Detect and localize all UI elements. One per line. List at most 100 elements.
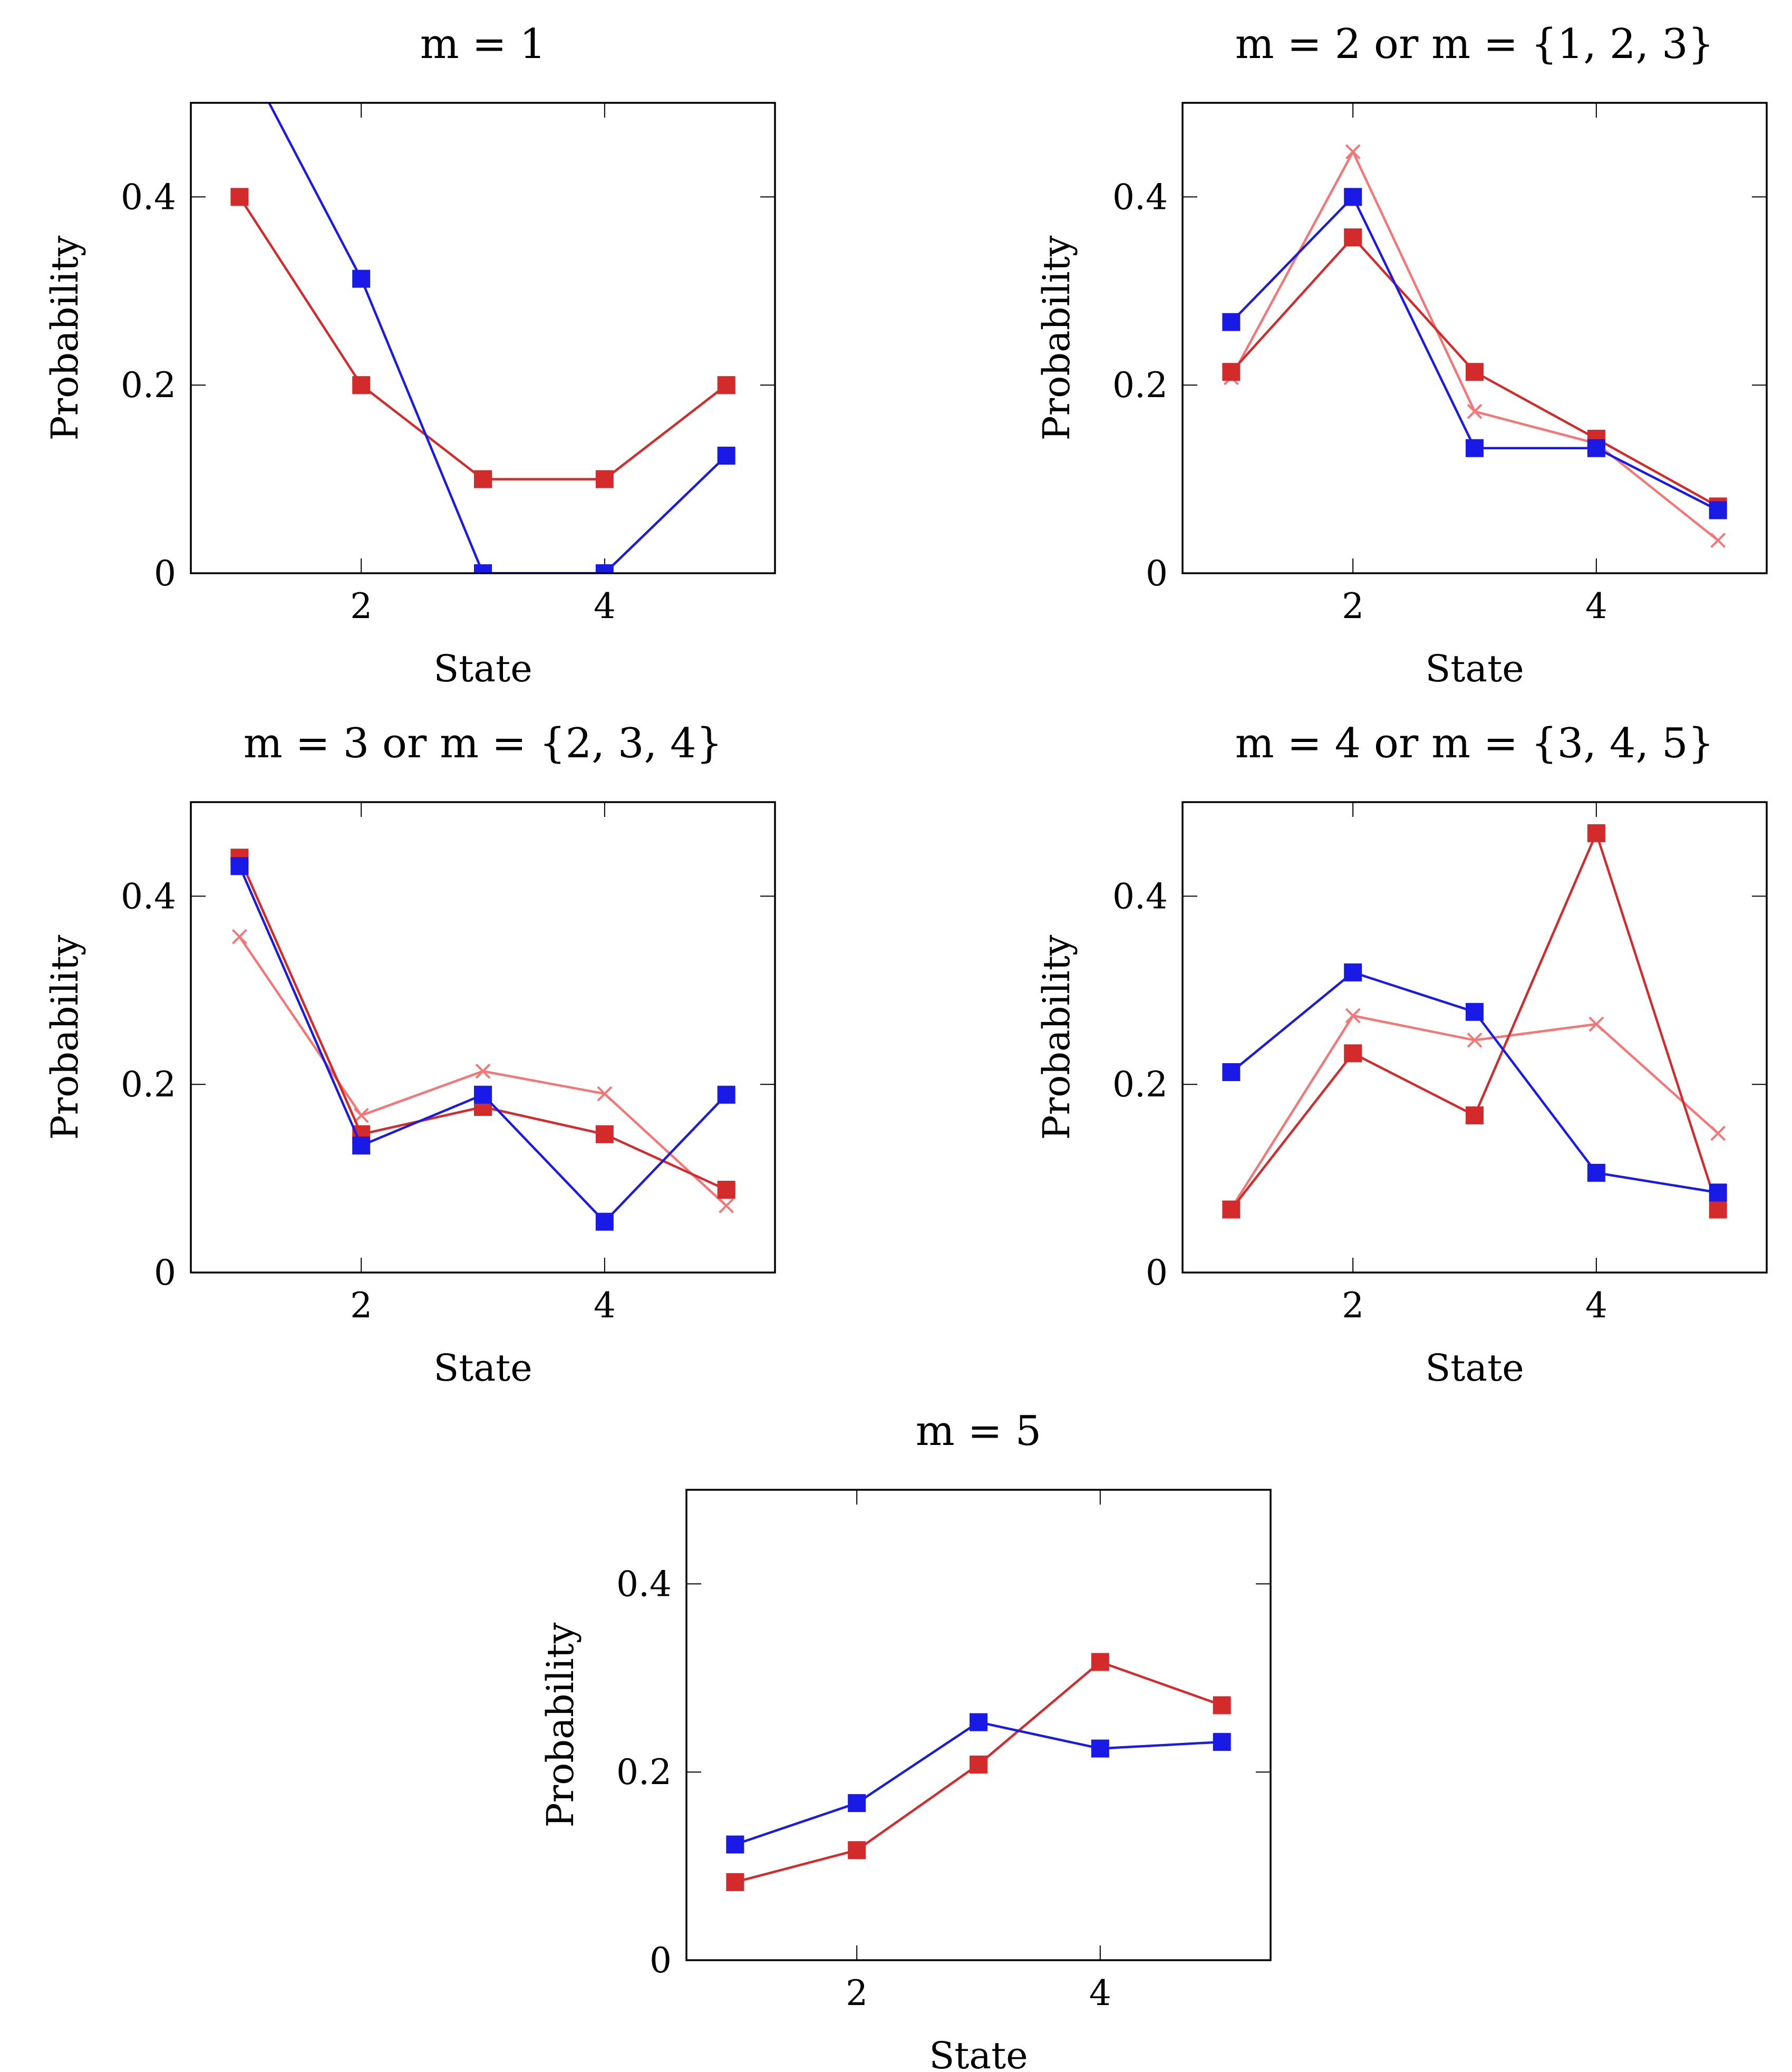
- chart-title: m = 5: [916, 1408, 1042, 1455]
- plot-frame: [685, 1489, 1272, 1961]
- data-point-blue: [1344, 188, 1362, 206]
- data-point-blue: [717, 1085, 735, 1104]
- data-point-blue: [1222, 313, 1241, 331]
- x-tick-label: 2: [350, 1285, 372, 1326]
- plot-area: [230, 849, 735, 1231]
- data-point-red: [1091, 1653, 1109, 1671]
- x-tick-label: 4: [1585, 1285, 1607, 1326]
- series-line-pink: [1230, 150, 1719, 542]
- chart-panel-1: m = 1 State Probability 2 4 0 0.2 0.4: [43, 21, 776, 690]
- x-tick-label: 4: [594, 1285, 616, 1326]
- series-pink: [231, 929, 734, 1213]
- data-point-blue: [1213, 1733, 1231, 1751]
- plot-area: [1222, 144, 1727, 548]
- y-tick-label: 0.2: [1112, 1064, 1168, 1105]
- plot-frame: [1181, 801, 1768, 1274]
- data-point-red: [717, 376, 735, 394]
- data-point-pink: [475, 1063, 491, 1079]
- plot-frame: [190, 801, 776, 1274]
- data-point-blue: [352, 1136, 371, 1155]
- series-line-red: [1230, 832, 1719, 1210]
- data-point-blue: [1587, 1163, 1605, 1182]
- x-tick-label: 4: [1585, 586, 1607, 627]
- x-tick-label: 4: [1089, 1973, 1111, 2013]
- y-axis-label: Probability: [539, 1622, 582, 1827]
- y-axis-label: Probability: [43, 934, 86, 1140]
- x-tick-label: 2: [1342, 586, 1364, 627]
- chart-panel-2: m = 2 or m = {1, 2, 3} State Probability 2 4…: [1035, 21, 1768, 690]
- series-red: [230, 849, 735, 1199]
- data-point-blue: [230, 857, 249, 875]
- x-tick-label: 2: [350, 586, 372, 627]
- series-red: [726, 1653, 1231, 1891]
- data-point-pink: [1345, 1008, 1361, 1024]
- data-point-red: [1222, 363, 1241, 381]
- data-point-blue: [595, 1212, 614, 1231]
- data-point-red: [1587, 824, 1605, 842]
- chart-panel-5: m = 5 State Probability 2 4 0 0.2 0.4: [539, 1408, 1272, 2072]
- plot-frame: [190, 102, 776, 574]
- data-point-blue: [352, 269, 371, 288]
- data-point-pink: [1467, 1032, 1483, 1048]
- series-red: [1222, 228, 1727, 516]
- data-point-red: [352, 376, 371, 394]
- data-point-pink: [1710, 1125, 1726, 1141]
- series-line-blue: [734, 1721, 1222, 1846]
- data-point-red: [1222, 1200, 1241, 1219]
- series-blue: [267, 103, 735, 573]
- data-point-pink: [353, 1107, 369, 1123]
- data-point-pink: [1345, 144, 1361, 160]
- y-tick-label: 0.4: [616, 1564, 672, 1604]
- data-point-pink: [1710, 533, 1726, 548]
- chart-panel-3: m = 3 or m = {2, 3, 4} State Probability 2 4…: [43, 720, 776, 1390]
- x-tick-label: 2: [846, 1973, 868, 2013]
- series-line-blue: [267, 103, 728, 573]
- series-red: [230, 188, 735, 488]
- data-point-red: [1344, 1044, 1362, 1063]
- plot-area: [1222, 824, 1727, 1219]
- y-tick-label: 0: [154, 1252, 176, 1293]
- x-tick-label: 4: [594, 586, 616, 627]
- data-point-blue: [474, 1085, 492, 1104]
- data-point-blue: [1587, 439, 1605, 457]
- series-red: [1222, 824, 1727, 1219]
- data-point-pink: [597, 1086, 613, 1102]
- data-point-red: [595, 470, 614, 488]
- series-pink: [1223, 144, 1726, 548]
- data-point-blue: [1709, 1183, 1727, 1202]
- data-point-red: [230, 188, 249, 206]
- data-point-blue: [595, 564, 614, 573]
- chart-title: m = 3 or m = {2, 3, 4}: [244, 720, 723, 767]
- data-point-red: [848, 1841, 866, 1859]
- y-tick-label: 0.2: [121, 365, 176, 406]
- x-axis-label: State: [433, 1346, 532, 1390]
- plot-area: [726, 1653, 1231, 1891]
- data-point-red: [717, 1181, 735, 1199]
- data-point-pink: [231, 929, 247, 945]
- data-point-blue: [717, 447, 735, 465]
- data-point-blue: [848, 1794, 866, 1813]
- y-tick-label: 0.4: [121, 876, 176, 917]
- series-blue: [230, 857, 735, 1231]
- data-point-blue: [1091, 1739, 1109, 1758]
- y-axis-label: Probability: [1035, 934, 1078, 1140]
- y-axis-label: Probability: [1035, 235, 1078, 440]
- y-tick-label: 0.2: [121, 1064, 176, 1105]
- y-tick-label: 0.2: [1112, 365, 1168, 406]
- chart-title: m = 4 or m = {3, 4, 5}: [1235, 720, 1714, 767]
- data-point-red: [726, 1873, 744, 1891]
- data-point-blue: [474, 564, 492, 573]
- x-tick-label: 2: [1342, 1285, 1364, 1326]
- data-point-pink: [1467, 403, 1483, 419]
- data-point-blue: [1466, 1003, 1484, 1021]
- data-point-blue: [1344, 963, 1362, 981]
- series-blue: [1222, 188, 1727, 519]
- data-point-red: [1213, 1696, 1231, 1714]
- chart-title: m = 2 or m = {1, 2, 3}: [1235, 21, 1714, 68]
- data-point-red: [595, 1125, 614, 1143]
- y-tick-label: 0: [650, 1940, 672, 1981]
- series-line-red: [238, 196, 728, 480]
- x-axis-label: State: [1425, 1346, 1524, 1390]
- chart-panel-4: m = 4 or m = {3, 4, 5} State Probability 2 4…: [1035, 720, 1768, 1390]
